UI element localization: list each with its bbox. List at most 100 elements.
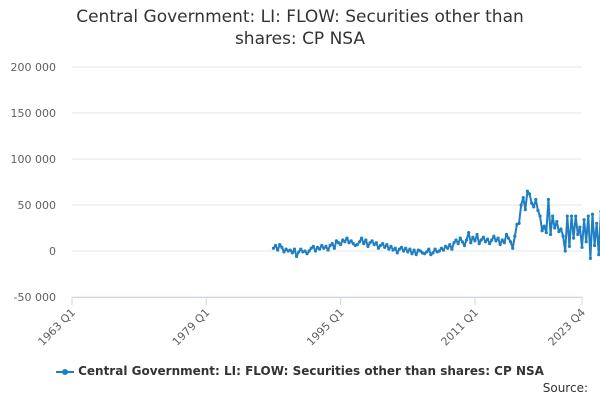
data-point[interactable]	[454, 238, 458, 242]
data-point[interactable]	[540, 229, 544, 233]
data-point[interactable]	[299, 247, 303, 251]
data-point[interactable]	[492, 234, 496, 238]
data-point[interactable]	[341, 238, 345, 242]
data-point[interactable]	[370, 239, 374, 243]
data-point[interactable]	[297, 250, 301, 254]
data-point[interactable]	[410, 252, 414, 256]
data-point[interactable]	[273, 243, 278, 248]
data-point[interactable]	[485, 237, 490, 241]
data-point[interactable]	[452, 241, 456, 245]
data-point[interactable]	[381, 242, 385, 246]
data-point[interactable]	[284, 247, 288, 251]
data-point[interactable]	[511, 246, 515, 250]
data-point[interactable]	[443, 244, 448, 248]
data-point[interactable]	[475, 232, 479, 237]
data-point[interactable]	[393, 246, 397, 250]
data-point[interactable]	[290, 251, 294, 255]
data-point[interactable]	[320, 243, 324, 248]
data-point[interactable]	[525, 189, 530, 193]
data-point[interactable]	[425, 250, 429, 254]
data-point[interactable]	[460, 240, 464, 244]
data-point[interactable]	[309, 246, 313, 250]
data-point[interactable]	[559, 227, 563, 231]
data-point[interactable]	[439, 246, 443, 250]
data-point[interactable]	[412, 248, 416, 252]
data-point[interactable]	[462, 243, 467, 248]
data-point[interactable]	[326, 248, 330, 252]
data-point[interactable]	[271, 246, 276, 250]
data-point[interactable]	[360, 236, 364, 240]
data-point[interactable]	[477, 242, 481, 246]
legend[interactable]: Central Government: LI: FLOW: Securities…	[0, 364, 600, 378]
data-point[interactable]	[280, 245, 284, 249]
data-point[interactable]	[339, 242, 343, 247]
data-point[interactable]	[473, 239, 477, 243]
data-point[interactable]	[347, 241, 351, 245]
data-point[interactable]	[307, 249, 311, 253]
data-point[interactable]	[288, 248, 292, 252]
data-point[interactable]	[498, 242, 502, 247]
data-point[interactable]	[483, 240, 488, 244]
data-point[interactable]	[292, 247, 297, 251]
data-point[interactable]	[397, 247, 402, 251]
data-point[interactable]	[572, 236, 576, 240]
data-point[interactable]	[374, 241, 378, 245]
data-point[interactable]	[313, 249, 318, 253]
data-point[interactable]	[276, 248, 280, 252]
data-point[interactable]	[357, 240, 362, 244]
data-point[interactable]	[349, 239, 353, 243]
data-point[interactable]	[311, 244, 315, 248]
data-point[interactable]	[471, 235, 475, 239]
data-point[interactable]	[278, 242, 282, 247]
data-point[interactable]	[578, 225, 582, 229]
data-point[interactable]	[561, 234, 565, 238]
data-point[interactable]	[588, 256, 593, 260]
data-point[interactable]	[387, 247, 391, 251]
data-point[interactable]	[521, 196, 525, 200]
data-point[interactable]	[372, 242, 376, 247]
data-point[interactable]	[551, 214, 555, 218]
data-point[interactable]	[479, 238, 483, 242]
data-point[interactable]	[488, 242, 492, 246]
data-point[interactable]	[534, 197, 538, 202]
data-point[interactable]	[500, 238, 504, 242]
data-point[interactable]	[324, 244, 328, 248]
data-point[interactable]	[378, 243, 383, 248]
data-point[interactable]	[294, 254, 299, 259]
data-point[interactable]	[582, 218, 586, 222]
data-point[interactable]	[448, 242, 452, 247]
data-point[interactable]	[456, 242, 460, 246]
data-point[interactable]	[315, 245, 320, 249]
data-point[interactable]	[584, 240, 588, 244]
data-point[interactable]	[569, 214, 574, 218]
data-point[interactable]	[336, 241, 341, 245]
data-point[interactable]	[544, 231, 548, 235]
data-point[interactable]	[328, 243, 332, 248]
data-point[interactable]	[509, 240, 513, 244]
data-point[interactable]	[429, 253, 433, 257]
data-point[interactable]	[597, 253, 600, 257]
data-point[interactable]	[395, 251, 399, 255]
data-point[interactable]	[318, 247, 322, 251]
data-point[interactable]	[391, 248, 395, 252]
data-point[interactable]	[427, 247, 431, 251]
data-point[interactable]	[469, 241, 473, 245]
data-point[interactable]	[431, 251, 435, 255]
data-point[interactable]	[574, 214, 578, 218]
data-point[interactable]	[334, 239, 339, 243]
data-point[interactable]	[303, 249, 307, 253]
data-point[interactable]	[330, 242, 334, 246]
data-point[interactable]	[502, 241, 506, 245]
data-point[interactable]	[399, 245, 404, 249]
data-point[interactable]	[557, 230, 561, 234]
data-point[interactable]	[542, 224, 546, 228]
data-point[interactable]	[406, 250, 410, 254]
data-point[interactable]	[366, 244, 370, 248]
data-point[interactable]	[555, 219, 559, 224]
data-point[interactable]	[355, 242, 360, 247]
data-point[interactable]	[385, 242, 389, 247]
data-point[interactable]	[343, 240, 347, 244]
data-point[interactable]	[404, 246, 408, 250]
data-point[interactable]	[530, 201, 534, 205]
data-point[interactable]	[567, 244, 572, 248]
